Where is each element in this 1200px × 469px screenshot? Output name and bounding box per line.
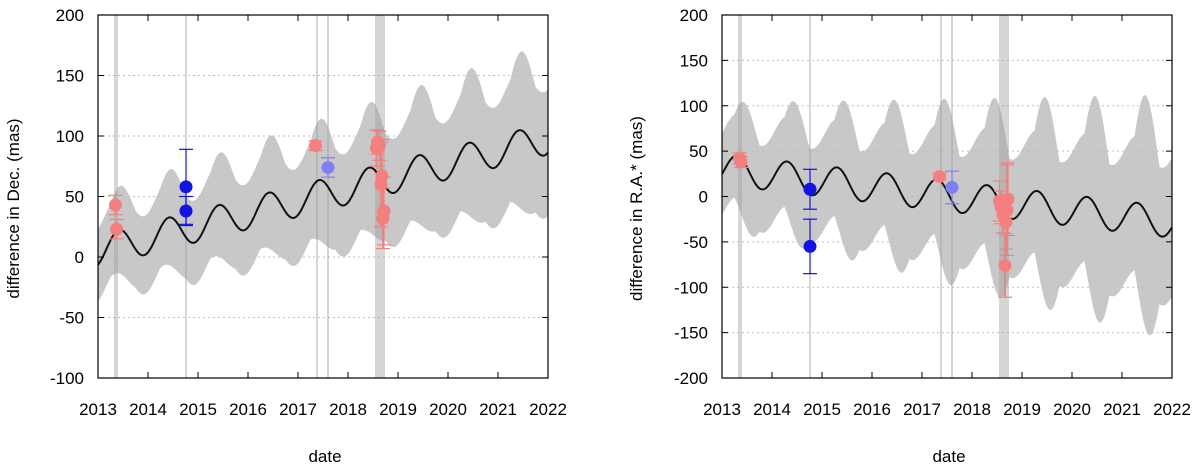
y-axis-label: difference in R.A.* (mas) [627, 116, 646, 301]
data-point [734, 155, 748, 169]
y-tick-label: 50 [689, 142, 708, 161]
y-tick-label: -200 [674, 369, 708, 388]
x-tick-label: 2017 [903, 400, 941, 419]
x-tick-label: 2021 [1103, 400, 1141, 419]
data-point [309, 139, 322, 153]
y-tick-label: 150 [56, 67, 84, 86]
data-point [321, 160, 335, 174]
model-curve [98, 129, 548, 266]
x-tick-label: 2014 [129, 400, 167, 419]
y-tick-label: 100 [680, 97, 708, 116]
y-tick-label: -50 [59, 309, 84, 328]
x-axis-label: date [308, 447, 341, 466]
x-tick-label: 2017 [279, 400, 317, 419]
data-point [110, 222, 123, 236]
data-point [1001, 192, 1015, 206]
y-tick-label: -100 [50, 369, 84, 388]
uncertainty-band [722, 95, 1172, 336]
x-tick-label: 2019 [379, 400, 417, 419]
x-tick-label: 2013 [703, 400, 741, 419]
x-tick-label: 2020 [1053, 400, 1091, 419]
x-tick-label: 2018 [329, 400, 367, 419]
y-axis-label: difference in Dec. (mas) [4, 118, 23, 298]
data-point [179, 180, 193, 194]
data-point [803, 239, 817, 253]
y-tick-label: -100 [674, 278, 708, 297]
data-point [999, 215, 1013, 229]
ra-panel: -200 -150 -100 -50 0 50 100 150 200 2013 2014 2015 2… [627, 6, 1191, 466]
data-point [109, 198, 122, 212]
dec-panel: -100 -50 0 50 100 150 200 2013 2014 2015 2016 2017 2… [4, 6, 567, 466]
x-tick-label: 2016 [229, 400, 267, 419]
y-tick-label: -150 [674, 324, 708, 343]
x-tick-label: 2013 [79, 400, 117, 419]
data-point [803, 182, 817, 196]
data-point [998, 258, 1012, 272]
y-tick-label: -50 [683, 233, 708, 252]
y-tick-label: 0 [699, 188, 708, 207]
data-point [179, 204, 193, 218]
plot-area [722, 15, 1172, 378]
data-point [1000, 203, 1014, 217]
data-point [945, 180, 959, 194]
y-tick-label: 200 [56, 6, 84, 25]
y-tick-label: 0 [75, 248, 84, 267]
x-axis-label: date [932, 447, 965, 466]
x-tick-label: 2022 [1153, 400, 1191, 419]
uncertainty-band [98, 51, 548, 302]
data-point [375, 169, 389, 183]
y-tick-label: 100 [56, 127, 84, 146]
data-point [377, 204, 391, 218]
x-tick-label: 2019 [1003, 400, 1041, 419]
y-tick-label: 200 [680, 6, 708, 25]
x-tick-label: 2018 [953, 400, 991, 419]
data-point [933, 170, 946, 184]
x-tick-label: 2015 [179, 400, 217, 419]
y-tick-label: 150 [680, 51, 708, 70]
x-tick-label: 2021 [479, 400, 517, 419]
data-point [373, 139, 386, 153]
x-tick-label: 2022 [529, 400, 567, 419]
x-tick-label: 2020 [429, 400, 467, 419]
plot-area [98, 15, 548, 378]
x-tick-label: 2015 [803, 400, 841, 419]
x-tick-label: 2014 [753, 400, 791, 419]
x-tick-label: 2016 [853, 400, 891, 419]
y-tick-label: 50 [65, 188, 84, 207]
